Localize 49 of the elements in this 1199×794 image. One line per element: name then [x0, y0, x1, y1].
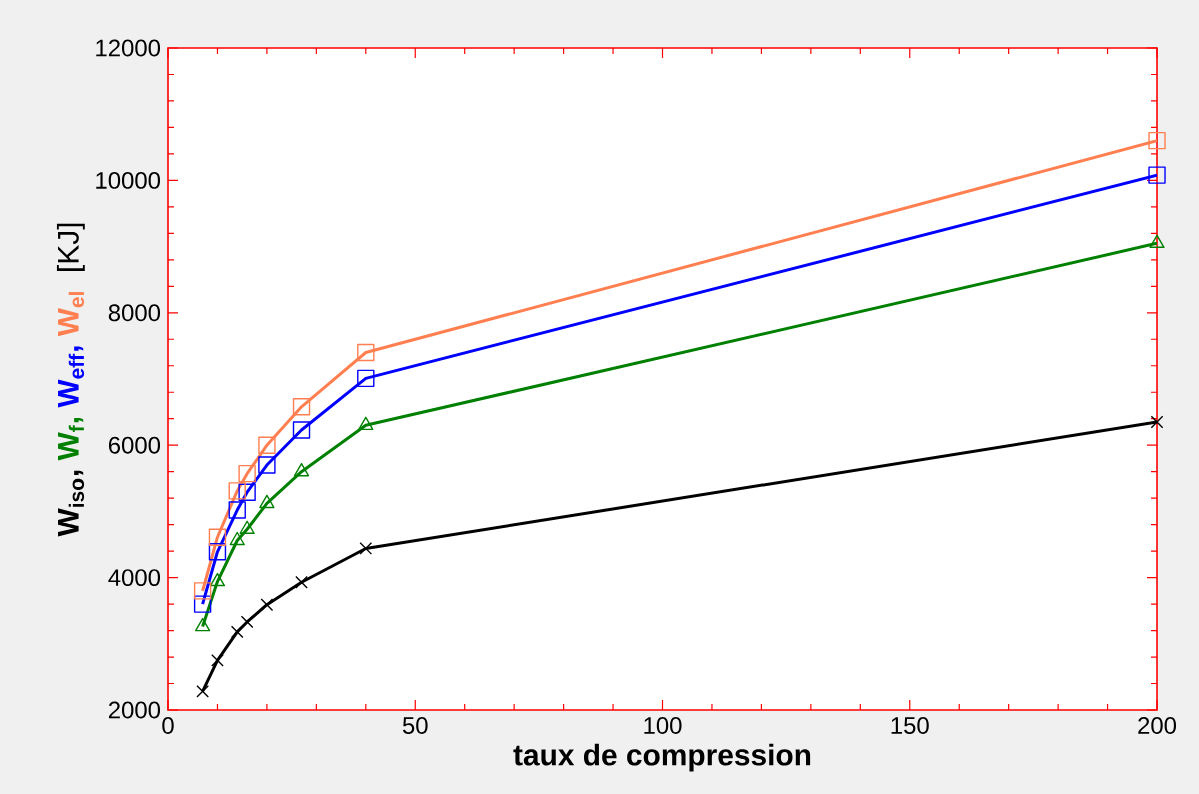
point	[211, 654, 224, 667]
point	[228, 482, 246, 500]
point	[238, 464, 256, 483]
y-axis-title: [KJ]	[56, 223, 85, 271]
point	[260, 598, 274, 612]
point	[359, 542, 373, 555]
point	[194, 617, 211, 632]
point	[1149, 234, 1165, 248]
point	[208, 543, 227, 561]
x-tick-label: 50	[402, 717, 428, 734]
point	[1150, 415, 1164, 429]
text: W$_{f}$,	[58, 417, 84, 461]
y-tick-label: 12000	[96, 39, 161, 57]
point	[258, 456, 276, 474]
point	[1148, 131, 1166, 150]
text: W$_{el}$	[58, 292, 85, 337]
point	[259, 494, 275, 509]
point	[209, 572, 226, 587]
text: W$_{iso}$,	[58, 470, 85, 537]
x-axis-title: taux de compression	[513, 743, 811, 772]
point	[238, 483, 256, 501]
point	[258, 436, 276, 454]
y-tick-label: 8000	[108, 304, 161, 322]
y-tick-label: 2000	[108, 701, 161, 719]
point	[230, 625, 244, 639]
point	[193, 595, 212, 613]
point	[295, 575, 308, 589]
y-tick-label: 10000	[96, 171, 161, 189]
point	[239, 520, 255, 534]
point	[292, 421, 311, 439]
x-tick-label: 100	[644, 717, 682, 734]
y-tick-label: 6000	[108, 436, 161, 454]
x-tick-label: 150	[891, 717, 929, 734]
x-tick-label: 200	[1138, 717, 1177, 734]
text: W$_{eff}$,	[58, 346, 85, 408]
point	[1148, 166, 1166, 184]
point	[357, 369, 375, 388]
point	[228, 501, 246, 519]
point	[292, 398, 311, 416]
point	[240, 615, 254, 629]
point	[357, 343, 375, 362]
point	[208, 528, 227, 546]
y-tick-label: 4000	[108, 569, 161, 587]
point	[193, 582, 212, 600]
x-tick-label: 0	[162, 717, 174, 734]
point	[196, 685, 209, 698]
point	[293, 462, 310, 477]
point	[229, 531, 245, 546]
point	[358, 416, 374, 431]
